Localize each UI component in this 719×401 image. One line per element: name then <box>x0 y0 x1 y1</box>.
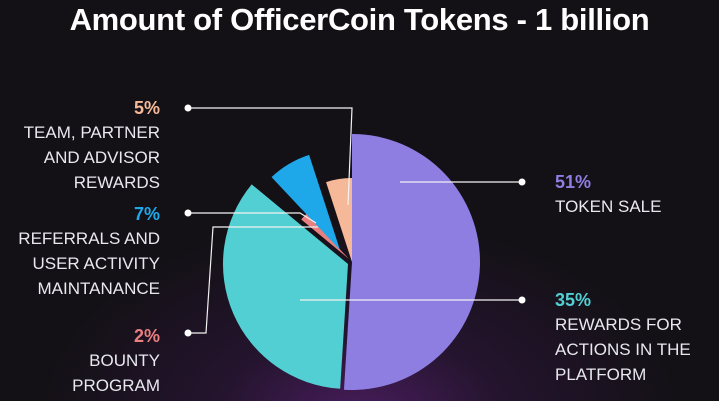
category-label: BOUNTY PROGRAM <box>72 351 160 395</box>
slice-label: 7% REFERRALS AND USER ACTIVITY MAINTANANC… <box>0 202 160 301</box>
leader-dot <box>518 178 526 186</box>
pie-slice <box>222 184 348 389</box>
pie-slice <box>343 134 480 390</box>
slice-label: 51% TOKEN SALE <box>555 170 715 219</box>
category-label: REWARDS FOR ACTIONS IN THE PLATFORM <box>555 315 691 384</box>
category-label: REFERRALS AND USER ACTIVITY MAINTANANCE <box>18 229 160 298</box>
value-label: 2% <box>133 326 160 346</box>
leader-line <box>188 212 317 224</box>
category-label: TOKEN SALE <box>555 197 662 216</box>
leader-dot <box>518 296 526 304</box>
leader-line <box>188 107 353 206</box>
value-label: 5% <box>133 98 160 118</box>
slice-label: 2% BOUNTY PROGRAM <box>40 324 160 398</box>
category-label: TEAM, PARTNER AND ADVISOR REWARDS <box>23 123 160 192</box>
leader-dot <box>184 329 192 337</box>
pie-slice <box>301 213 349 259</box>
pie-slice <box>326 178 352 262</box>
value-label: 35% <box>555 290 592 310</box>
value-label: 7% <box>133 204 160 224</box>
chart-title: Amount of OfficerCoin Tokens - 1 billion <box>69 2 650 37</box>
slice-label: 35% REWARDS FOR ACTIONS IN THE PLATFORM <box>555 288 715 387</box>
leader-line <box>188 226 318 334</box>
leader-dot <box>184 209 192 217</box>
value-label: 51% <box>555 172 592 192</box>
leader-dot <box>184 104 192 112</box>
slice-label: 5% TEAM, PARTNER AND ADVISOR REWARDS <box>0 96 160 195</box>
pie-slice <box>271 154 340 250</box>
